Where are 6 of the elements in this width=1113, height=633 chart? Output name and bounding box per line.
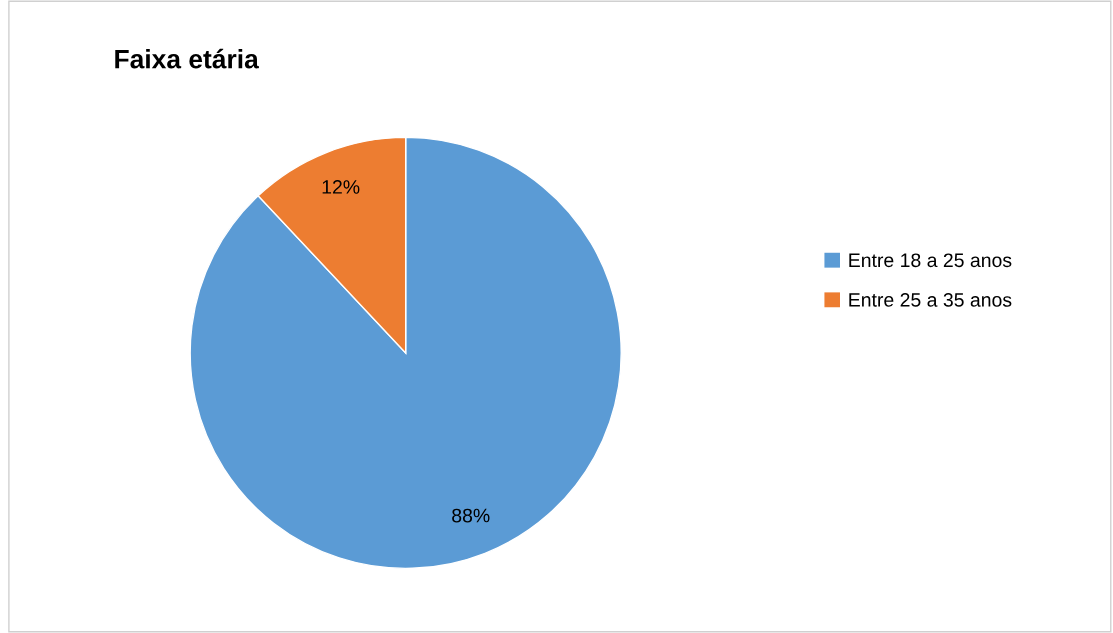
legend-label: Entre 18 a 25 anos: [849, 253, 1012, 268]
legend-label: Entre 25 a 35 anos: [849, 293, 1012, 307]
data-label: 12%: [322, 180, 360, 194]
chart-title: Faixa etária: [115, 48, 259, 69]
data-label: 88%: [452, 508, 490, 523]
pie-slice: [189, 136, 622, 570]
